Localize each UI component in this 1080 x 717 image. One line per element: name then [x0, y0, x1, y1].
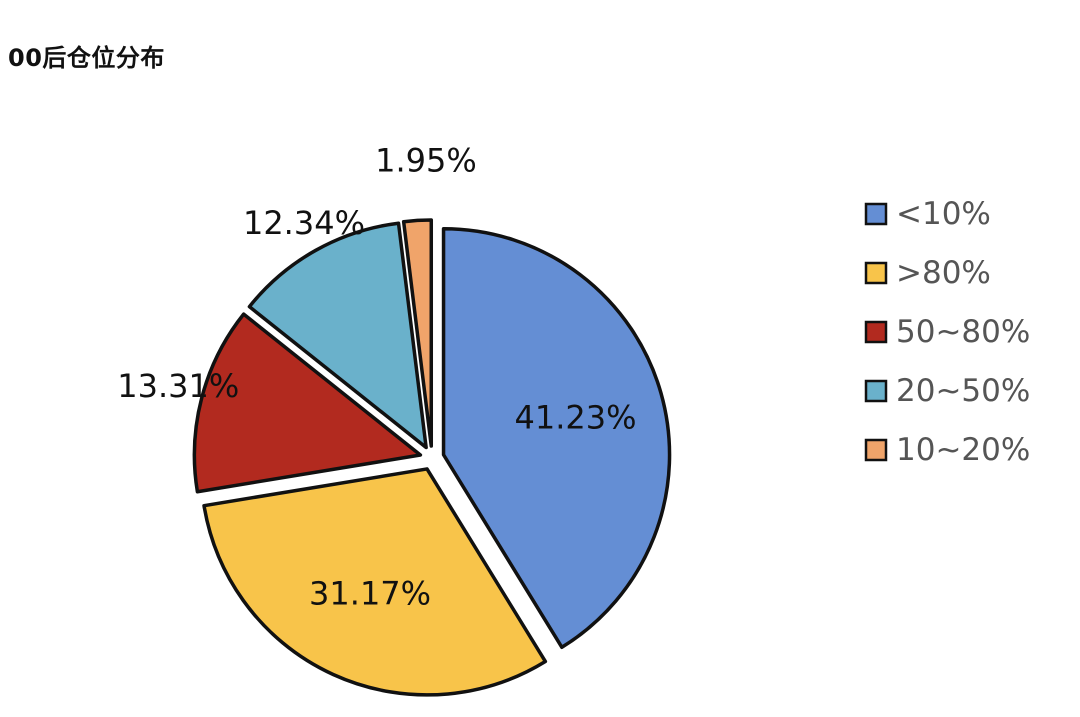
pie-slice-gt80pct	[202, 467, 548, 697]
legend-label-lt10pct: <10%	[896, 196, 991, 232]
data-label-50-80pct: 13.31%	[117, 367, 239, 405]
pie-slices	[192, 218, 672, 697]
data-label-gt80pct: 31.17%	[309, 575, 431, 613]
legend-label-10-20pct: 10~20%	[896, 432, 1030, 468]
pie-slice-50-80pct	[192, 312, 423, 494]
data-label-10-20pct: 1.95%	[375, 141, 477, 179]
pie-slice-20-50pct	[247, 221, 428, 450]
pie-data-labels: 41.23% 31.17% 13.31% 12.34% 1.95%	[117, 141, 636, 612]
data-label-20-50pct: 12.34%	[243, 204, 365, 242]
data-label-lt10pct: 41.23%	[515, 398, 637, 436]
pie-slice-lt10pct	[441, 226, 672, 650]
legend-label-gt80pct: >80%	[896, 255, 991, 291]
page-title: 00后仓位分布	[8, 44, 165, 72]
legend-swatch-gt80pct	[864, 261, 888, 285]
pie-slice-10-20pct	[401, 218, 434, 448]
legend-label-50-80pct: 50~80%	[896, 314, 1030, 350]
legend-swatch-20-50pct	[864, 379, 888, 403]
legend: <10% >80% 50~80% 20~50% 10~20%	[864, 196, 1030, 468]
legend-swatch-lt10pct	[864, 202, 888, 226]
legend-swatch-50-80pct	[864, 320, 888, 344]
legend-swatch-10-20pct	[864, 438, 888, 462]
legend-label-20-50pct: 20~50%	[896, 373, 1030, 409]
